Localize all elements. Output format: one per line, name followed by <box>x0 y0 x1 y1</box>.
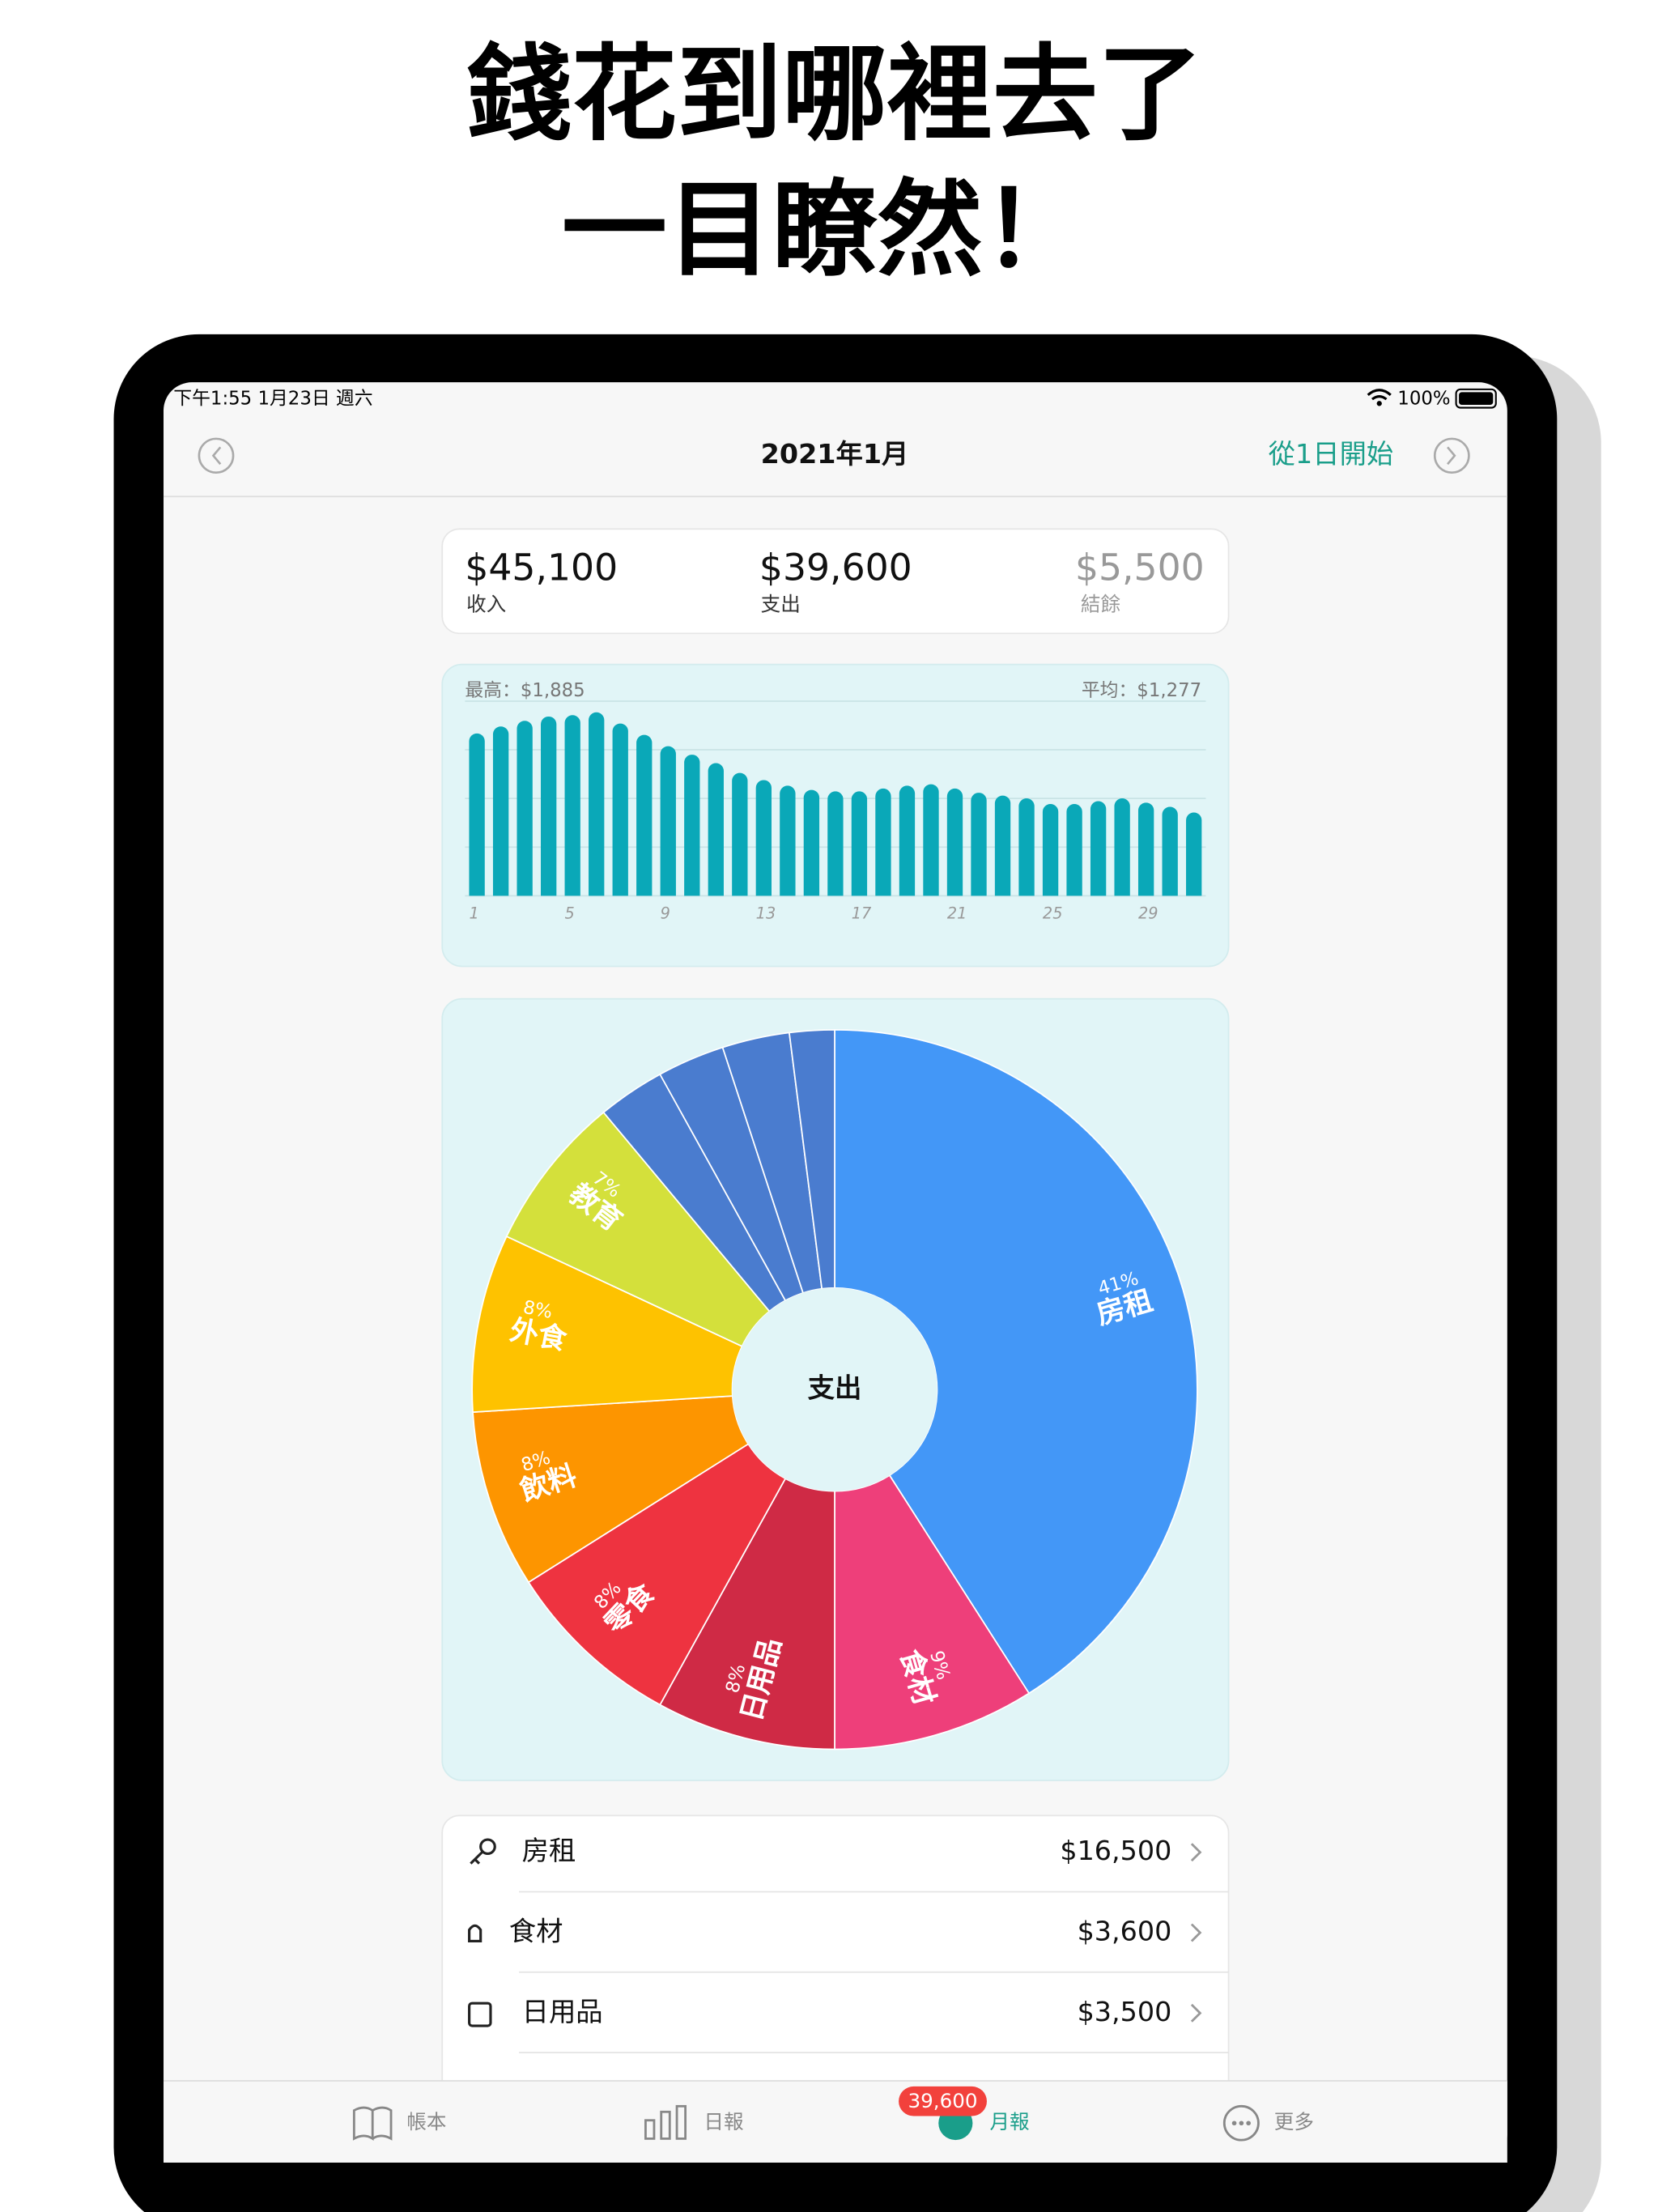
bar <box>899 785 916 896</box>
key-icon <box>470 1851 483 1865</box>
pie-slice <box>505 1111 771 1347</box>
slice-percent: 8% <box>521 1297 554 1323</box>
next-icon <box>1447 446 1456 466</box>
bar <box>636 734 653 896</box>
supplies-icon <box>468 2001 492 2027</box>
summary-label: 收入 <box>466 593 506 616</box>
bar-max-label: 最高：$1,885 <box>465 680 585 701</box>
bar <box>875 788 891 896</box>
tab-label: 月報 <box>989 2110 1029 2133</box>
wifi-icon <box>1367 389 1392 401</box>
tab-icon[interactable] <box>352 2106 393 2142</box>
bar <box>732 772 748 896</box>
headline: 一目瞭然！ <box>562 169 1088 291</box>
bar <box>827 791 844 896</box>
pie-center-label: 支出 <box>808 1372 862 1404</box>
x-tick-label: 17 <box>852 904 872 923</box>
tab-label: 帳本 <box>406 2110 446 2133</box>
bar <box>923 784 939 896</box>
x-tick-label: 5 <box>565 904 575 923</box>
summary-amount: $5,500 <box>1075 547 1205 589</box>
row-name: 食材 <box>509 1916 563 1947</box>
bar <box>971 793 987 896</box>
tab-icon <box>644 2119 656 2140</box>
badge-text: 39,600 <box>908 2089 978 2112</box>
row-name: 日用品 <box>522 1996 603 2027</box>
carrot-icon <box>468 1924 483 1943</box>
tab-icon <box>1231 2121 1237 2126</box>
bar <box>1114 798 1130 896</box>
tab-icon[interactable] <box>644 2104 687 2140</box>
bar <box>1137 802 1154 896</box>
bar <box>851 791 868 896</box>
summary-amount: $45,100 <box>465 547 618 589</box>
nav-action[interactable]: 從1日開始 <box>1269 438 1394 470</box>
bar <box>780 785 796 896</box>
prev-icon <box>211 446 222 466</box>
battery-text: 100% <box>1397 389 1450 410</box>
summary-amount: $39,600 <box>759 547 912 589</box>
chevron <box>1190 2003 1202 2023</box>
tab-label: 日報 <box>704 2110 743 2133</box>
bar <box>1162 806 1178 896</box>
bar <box>1042 804 1059 896</box>
prev-button[interactable] <box>198 437 235 474</box>
summary-label: 結餘 <box>1081 593 1120 616</box>
tab-bar <box>163 2080 1507 2163</box>
x-tick-label: 25 <box>1043 904 1063 923</box>
bar <box>1090 801 1107 896</box>
bar <box>589 712 605 896</box>
bar <box>517 721 533 896</box>
bar <box>946 788 963 896</box>
bar <box>1186 812 1202 896</box>
bar <box>755 780 772 896</box>
x-tick-label: 1 <box>469 904 478 923</box>
row-amount: $16,500 <box>1060 1835 1171 1866</box>
bar <box>1018 798 1035 896</box>
row-amount: $3,600 <box>1078 1916 1172 1947</box>
x-tick-label: 9 <box>661 904 670 923</box>
bar <box>612 723 628 896</box>
next-button[interactable] <box>1433 437 1470 474</box>
battery-icon <box>1455 388 1497 409</box>
bar <box>803 789 820 896</box>
tab-icon <box>660 2110 671 2140</box>
tab-label: 更多 <box>1274 2110 1314 2133</box>
status-time: 下午1:55 1月23日 週六 <box>173 389 372 410</box>
bar <box>660 746 676 896</box>
summary-label: 支出 <box>761 593 801 616</box>
battery-level <box>1459 392 1494 406</box>
x-tick-label: 29 <box>1138 904 1158 923</box>
wifi-icon <box>1376 401 1382 406</box>
bar <box>541 716 557 896</box>
bar <box>1066 804 1082 896</box>
tab-icon <box>675 2104 687 2140</box>
bar <box>708 763 724 896</box>
bar <box>492 726 509 896</box>
badge <box>899 2086 987 2116</box>
donut-hole <box>732 1287 937 1491</box>
summary-card <box>441 528 1230 635</box>
bar <box>684 755 700 896</box>
chevron <box>1190 1843 1202 1862</box>
tab-icon <box>1239 2121 1244 2126</box>
chevron <box>1190 1923 1202 1942</box>
key-icon <box>479 1838 496 1856</box>
bar-avg-label: 平均：$1,277 <box>1082 680 1201 701</box>
headline: 錢花到哪裡去了 <box>466 33 1203 155</box>
bar <box>994 795 1011 896</box>
row-amount: $3,500 <box>1078 1996 1172 2027</box>
x-tick-label: 21 <box>947 904 967 923</box>
nav-title: 2021年1月 <box>761 438 909 470</box>
tab-icon[interactable] <box>1222 2104 1260 2142</box>
bar <box>469 733 485 896</box>
x-tick-label: 13 <box>756 904 776 923</box>
row-name: 房租 <box>522 1835 576 1866</box>
bar <box>564 715 580 896</box>
tab-icon <box>1246 2121 1251 2126</box>
